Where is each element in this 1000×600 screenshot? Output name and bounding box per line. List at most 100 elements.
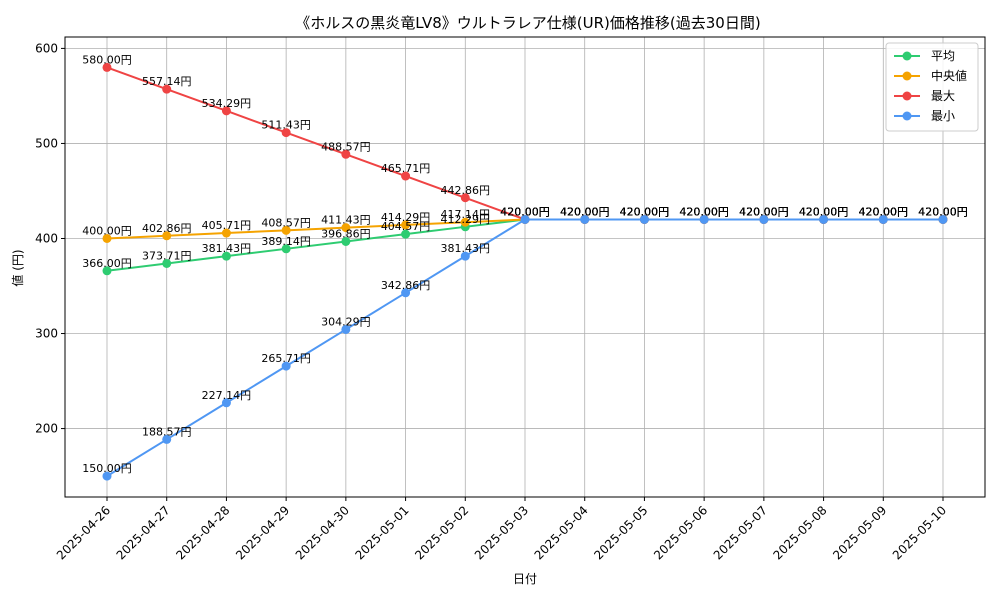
data-label: 408.57円	[261, 216, 311, 229]
legend-item: 中央値	[894, 68, 967, 83]
data-label: 420.00円	[500, 205, 550, 218]
data-point	[699, 214, 709, 224]
data-point	[341, 149, 351, 159]
data-point	[162, 258, 172, 268]
data-point	[221, 106, 231, 116]
data-label: 420.00円	[859, 205, 909, 218]
y-axis-label: 値 (円)	[10, 249, 25, 286]
data-label: 420.00円	[739, 205, 789, 218]
data-point	[221, 398, 231, 408]
data-point	[341, 223, 351, 233]
legend-marker	[902, 111, 912, 121]
y-tick-label: 600	[35, 41, 58, 55]
data-point	[162, 434, 172, 444]
x-tick-label: 2025-04-29	[233, 503, 292, 562]
data-label: 420.00円	[620, 205, 670, 218]
data-label: 411.43円	[321, 214, 371, 227]
data-label: 420.00円	[560, 205, 610, 218]
x-tick-label: 2025-05-07	[711, 503, 770, 562]
data-label: 420.00円	[799, 205, 849, 218]
legend-label: 平均	[931, 49, 955, 63]
legend-label: 中央値	[931, 68, 967, 83]
data-label: 557.14円	[142, 75, 192, 88]
data-label: 420.00円	[859, 205, 909, 218]
data-label: 420.00円	[739, 205, 789, 218]
data-point	[341, 324, 351, 334]
x-tick-label: 2025-04-27	[114, 503, 173, 562]
data-label: 420.00円	[679, 205, 729, 218]
x-tick-label: 2025-05-10	[890, 503, 949, 562]
data-label: 420.00円	[560, 205, 610, 218]
x-tick-label: 2025-04-26	[54, 503, 113, 562]
data-point	[938, 214, 948, 224]
data-label: 304.29円	[321, 315, 371, 328]
data-point	[520, 214, 530, 224]
data-label: 420.00円	[918, 205, 968, 218]
data-point	[401, 288, 411, 298]
x-axis-label: 日付	[513, 572, 537, 586]
data-point	[460, 217, 470, 227]
data-label: 420.00円	[500, 205, 550, 218]
data-label: 442.86円	[441, 184, 491, 197]
legend-item: 最小	[894, 109, 955, 123]
x-tick-label: 2025-05-01	[352, 503, 411, 562]
legend-marker	[902, 51, 912, 61]
data-label: 420.00円	[918, 205, 968, 218]
x-tick-label: 2025-05-02	[412, 503, 471, 562]
data-label: 402.86円	[142, 222, 192, 235]
data-label: 381.43円	[441, 242, 491, 255]
data-label: 417.14円	[441, 208, 491, 221]
data-point	[281, 361, 291, 371]
data-label: 420.00円	[918, 205, 968, 218]
data-point	[639, 214, 649, 224]
data-label: 389.14円	[261, 235, 311, 248]
data-point	[281, 244, 291, 254]
data-label: 396.86円	[321, 227, 371, 240]
data-label: 265.71円	[261, 352, 311, 365]
data-point	[162, 231, 172, 241]
data-point	[759, 214, 769, 224]
data-label: 381.43円	[202, 242, 252, 255]
x-tick-label: 2025-05-05	[591, 503, 650, 562]
x-tick-label: 2025-05-04	[532, 503, 591, 562]
data-label: 580.00円	[82, 53, 132, 66]
data-point	[401, 229, 411, 239]
data-label: 342.86円	[381, 279, 431, 292]
data-point	[102, 233, 112, 243]
data-label: 405.71円	[202, 219, 252, 232]
legend-label: 最小	[931, 109, 955, 123]
data-label: 420.00円	[560, 205, 610, 218]
data-point	[401, 171, 411, 181]
y-tick-label: 300	[35, 327, 58, 341]
legend-item: 最大	[894, 89, 955, 103]
data-point	[162, 84, 172, 94]
data-label: 420.00円	[679, 205, 729, 218]
data-label: 373.71円	[142, 249, 192, 262]
data-point	[221, 251, 231, 261]
data-point	[401, 220, 411, 230]
x-tick-label: 2025-04-30	[293, 503, 352, 562]
data-label: 150.00円	[82, 462, 132, 475]
data-label: 488.57円	[321, 140, 371, 153]
data-label: 420.00円	[679, 205, 729, 218]
x-tick-label: 2025-05-03	[472, 503, 531, 562]
x-tick-label: 2025-05-09	[830, 503, 889, 562]
data-label: 420.00円	[799, 205, 849, 218]
x-tick-label: 2025-04-28	[173, 503, 232, 562]
data-point	[460, 251, 470, 261]
data-point	[580, 214, 590, 224]
data-label: 511.43円	[261, 119, 311, 132]
data-label: 420.00円	[620, 205, 670, 218]
chart-title: 《ホルスの黒炎竜LV8》ウルトラレア仕様(UR)価格推移(過去30日間)	[295, 14, 760, 32]
grid	[65, 37, 985, 497]
data-label: 420.00円	[620, 205, 670, 218]
data-label: 404.57円	[381, 220, 431, 233]
data-label: 420.00円	[679, 205, 729, 218]
data-label: 420.00円	[620, 205, 670, 218]
data-point	[460, 193, 470, 203]
data-label: 412.29円	[441, 213, 491, 226]
data-point	[341, 236, 351, 246]
data-label: 420.00円	[859, 205, 909, 218]
